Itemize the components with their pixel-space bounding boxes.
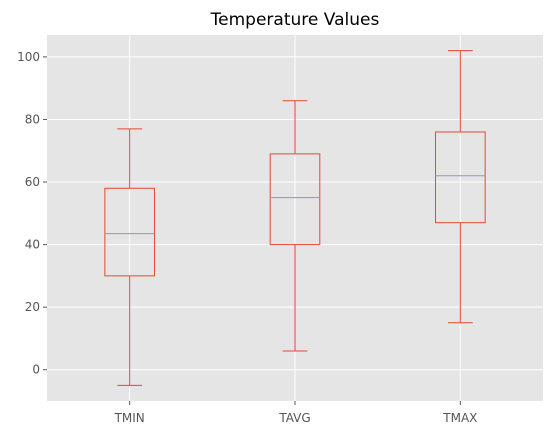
y-tick-label: 40 — [25, 238, 40, 252]
y-tick-label: 20 — [25, 300, 40, 314]
box-plot-tavg — [269, 100, 321, 352]
x-axis: TMIN TAVG TMAX — [114, 401, 477, 425]
x-tick-label: TMAX — [442, 411, 477, 425]
y-tick-label: 80 — [25, 112, 40, 126]
x-tick-label: TAVG — [278, 411, 310, 425]
y-axis: 0 20 40 60 80 100 — [17, 50, 47, 377]
y-tick-label: 60 — [25, 175, 40, 189]
iqr-box — [435, 131, 486, 224]
iqr-box — [104, 187, 155, 277]
x-tick-label: TMIN — [114, 411, 145, 425]
y-tick-label: 100 — [17, 50, 40, 64]
chart-title: Temperature Values — [210, 10, 380, 30]
y-tick-label: 0 — [32, 363, 40, 377]
box-plots — [104, 50, 486, 386]
iqr-box — [269, 153, 321, 246]
box-plot-tmax — [435, 50, 486, 324]
box-plot-tmin — [104, 128, 155, 386]
